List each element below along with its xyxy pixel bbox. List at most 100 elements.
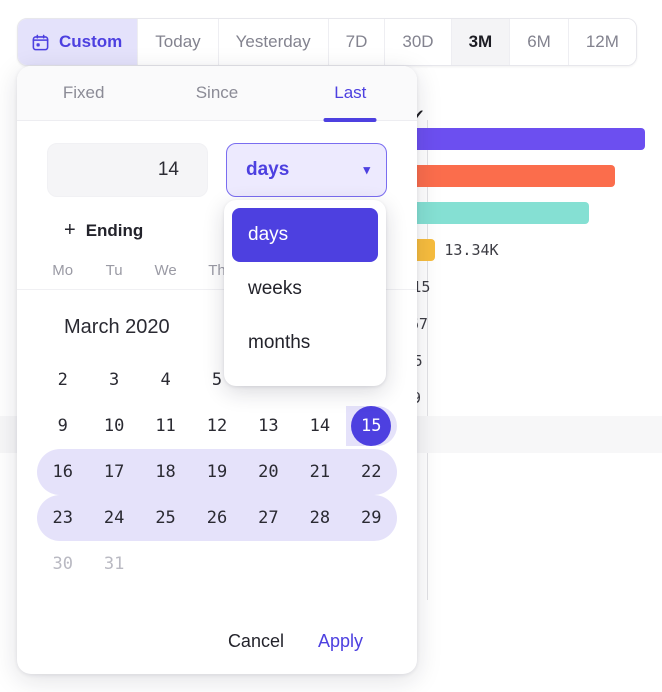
calendar-day[interactable]: 30 <box>37 554 88 574</box>
calendar-day-label: 5 <box>211 370 223 390</box>
calendar-day[interactable]: 27 <box>243 508 294 528</box>
calendar-icon <box>31 33 50 52</box>
calendar-day[interactable]: 26 <box>191 508 242 528</box>
calendar-day-label: 20 <box>258 462 279 482</box>
calendar-day[interactable]: 24 <box>88 508 139 528</box>
calendar-day-label: 14 <box>309 416 331 436</box>
calendar-day[interactable]: 29 <box>346 508 397 528</box>
calendar-day[interactable]: 12 <box>191 416 242 436</box>
calendar-day[interactable]: 23 <box>37 508 88 528</box>
calendar-day[interactable]: 17 <box>88 462 139 482</box>
calendar-day[interactable]: 14 <box>294 416 345 436</box>
quick-range-12m[interactable]: 12M <box>568 19 636 65</box>
calendar-day[interactable]: 18 <box>140 462 191 482</box>
calendar-week: 30 31 <box>37 541 397 587</box>
calendar-grid: 2345678910111213141516171819202122232425… <box>17 357 417 587</box>
unit-select[interactable]: days ▾ <box>225 143 387 197</box>
calendar-day[interactable]: 3 <box>88 370 139 390</box>
quick-range-custom[interactable]: Custom <box>18 19 139 65</box>
quick-range-label: Today <box>155 32 201 51</box>
calendar-week: 9 10 11 12 13 14 15 <box>37 403 397 449</box>
unit-dropdown-menu: days weeks months <box>224 200 386 386</box>
calendar-day[interactable]: 22 <box>346 462 397 482</box>
calendar-week: 16 17 18 19 20 21 22 <box>37 449 397 495</box>
calendar-day-label: 4 <box>160 370 171 390</box>
calendar-day-label: 28 <box>309 508 331 528</box>
weekday-label: We <box>154 262 177 279</box>
weekday-label: Tu <box>105 262 123 279</box>
chart-axis-line <box>427 120 428 600</box>
quick-range-7d[interactable]: 7D <box>328 19 386 65</box>
calendar-day-label: 22 <box>361 462 382 482</box>
quick-range-3m[interactable]: 3M <box>451 19 511 65</box>
calendar-day-label: 30 <box>52 554 73 574</box>
calendar-week: 23 24 25 26 27 28 29 <box>37 495 397 541</box>
weekday-label: Th <box>208 262 226 279</box>
calendar-day[interactable]: 31 <box>88 554 139 574</box>
calendar-day[interactable]: 16 <box>37 462 88 482</box>
quick-range-label: 6M <box>527 32 551 51</box>
apply-button[interactable]: Apply <box>317 631 363 651</box>
calendar-day-label: 13 <box>258 416 279 436</box>
quick-range-tabs: Custom Today Yesterday 7D 30D 3M 6M 12M <box>17 18 637 66</box>
quick-range-label: 30D <box>402 32 434 51</box>
calendar-day[interactable]: 11 <box>140 416 191 436</box>
calendar-day[interactable]: 21 <box>294 462 345 482</box>
quick-range-label: 3M <box>468 32 493 51</box>
plus-icon: + <box>64 219 76 241</box>
quick-range-today[interactable]: Today <box>138 19 219 65</box>
calendar-day[interactable]: 15 <box>345 406 397 446</box>
quick-range-label: 12M <box>585 32 619 51</box>
calendar-day-label: 9 <box>57 416 68 436</box>
calendar-day-label: 29 <box>361 508 382 528</box>
quick-range-30d[interactable]: 30D <box>385 19 452 65</box>
calendar-day-label: 27 <box>258 508 279 528</box>
quick-range-label: Custom <box>59 32 123 51</box>
amount-input[interactable]: 14 <box>47 143 208 197</box>
dropdown-option-days[interactable]: days <box>232 208 378 262</box>
panel-tab-fixed[interactable]: Fixed <box>62 83 105 102</box>
calendar-day[interactable]: 9 <box>37 416 88 436</box>
amount-value: 14 <box>157 159 179 180</box>
calendar-day-label: 17 <box>103 462 125 482</box>
calendar-day-label: 23 <box>52 508 73 528</box>
calendar-day-label: 25 <box>155 508 176 528</box>
calendar-day-label: 16 <box>52 462 73 482</box>
calendar-day-label: 31 <box>103 554 125 574</box>
add-ending-button[interactable]: + Ending <box>17 197 417 242</box>
calendar-day-label: 21 <box>309 462 331 482</box>
calendar-day[interactable]: 28 <box>294 508 345 528</box>
calendar-day-label: 18 <box>155 462 176 482</box>
calendar-day-label: 24 <box>103 508 125 528</box>
date-range-popover: Fixed Since Last 14 days ▾ + Ending Mo Tu We… <box>17 66 417 674</box>
last-duration-row: 14 days ▾ <box>17 121 417 197</box>
panel-tab-last[interactable]: Last <box>284 66 417 120</box>
calendar-day-label: 15 <box>351 406 392 446</box>
dropdown-option-weeks[interactable]: weeks <box>248 278 302 299</box>
quick-range-label: Yesterday <box>235 32 311 51</box>
calendar-day[interactable]: 25 <box>140 508 191 528</box>
panel-tabs: Fixed Since Last <box>17 66 417 121</box>
dropdown-option-months[interactable]: months <box>248 332 311 353</box>
month-title: March 2020 <box>64 316 170 338</box>
calendar-day-label: 10 <box>103 416 125 436</box>
calendar-day[interactable]: 13 <box>243 416 294 436</box>
calendar-day[interactable]: 10 <box>88 416 139 436</box>
calendar-day[interactable]: 2 <box>37 370 88 390</box>
cancel-button[interactable]: Cancel <box>227 631 284 651</box>
ending-label: Ending <box>85 220 144 240</box>
quick-range-yesterday[interactable]: Yesterday <box>218 19 329 65</box>
quick-range-6m[interactable]: 6M <box>510 19 569 65</box>
chart-value-label: 13.34K <box>444 240 499 259</box>
calendar-day[interactable]: 20 <box>243 462 294 482</box>
panel-tab-since[interactable]: Since <box>195 83 239 102</box>
chevron-down-icon: ▾ <box>363 162 370 177</box>
calendar-day-label: 19 <box>206 462 228 482</box>
calendar-day[interactable]: 5 <box>191 370 242 390</box>
weekday-label: Mo <box>52 262 74 279</box>
calendar-day[interactable]: 19 <box>191 462 242 482</box>
unit-value: days <box>245 159 290 180</box>
quick-range-label: 7D <box>345 32 368 51</box>
calendar-day[interactable]: 4 <box>140 370 191 390</box>
